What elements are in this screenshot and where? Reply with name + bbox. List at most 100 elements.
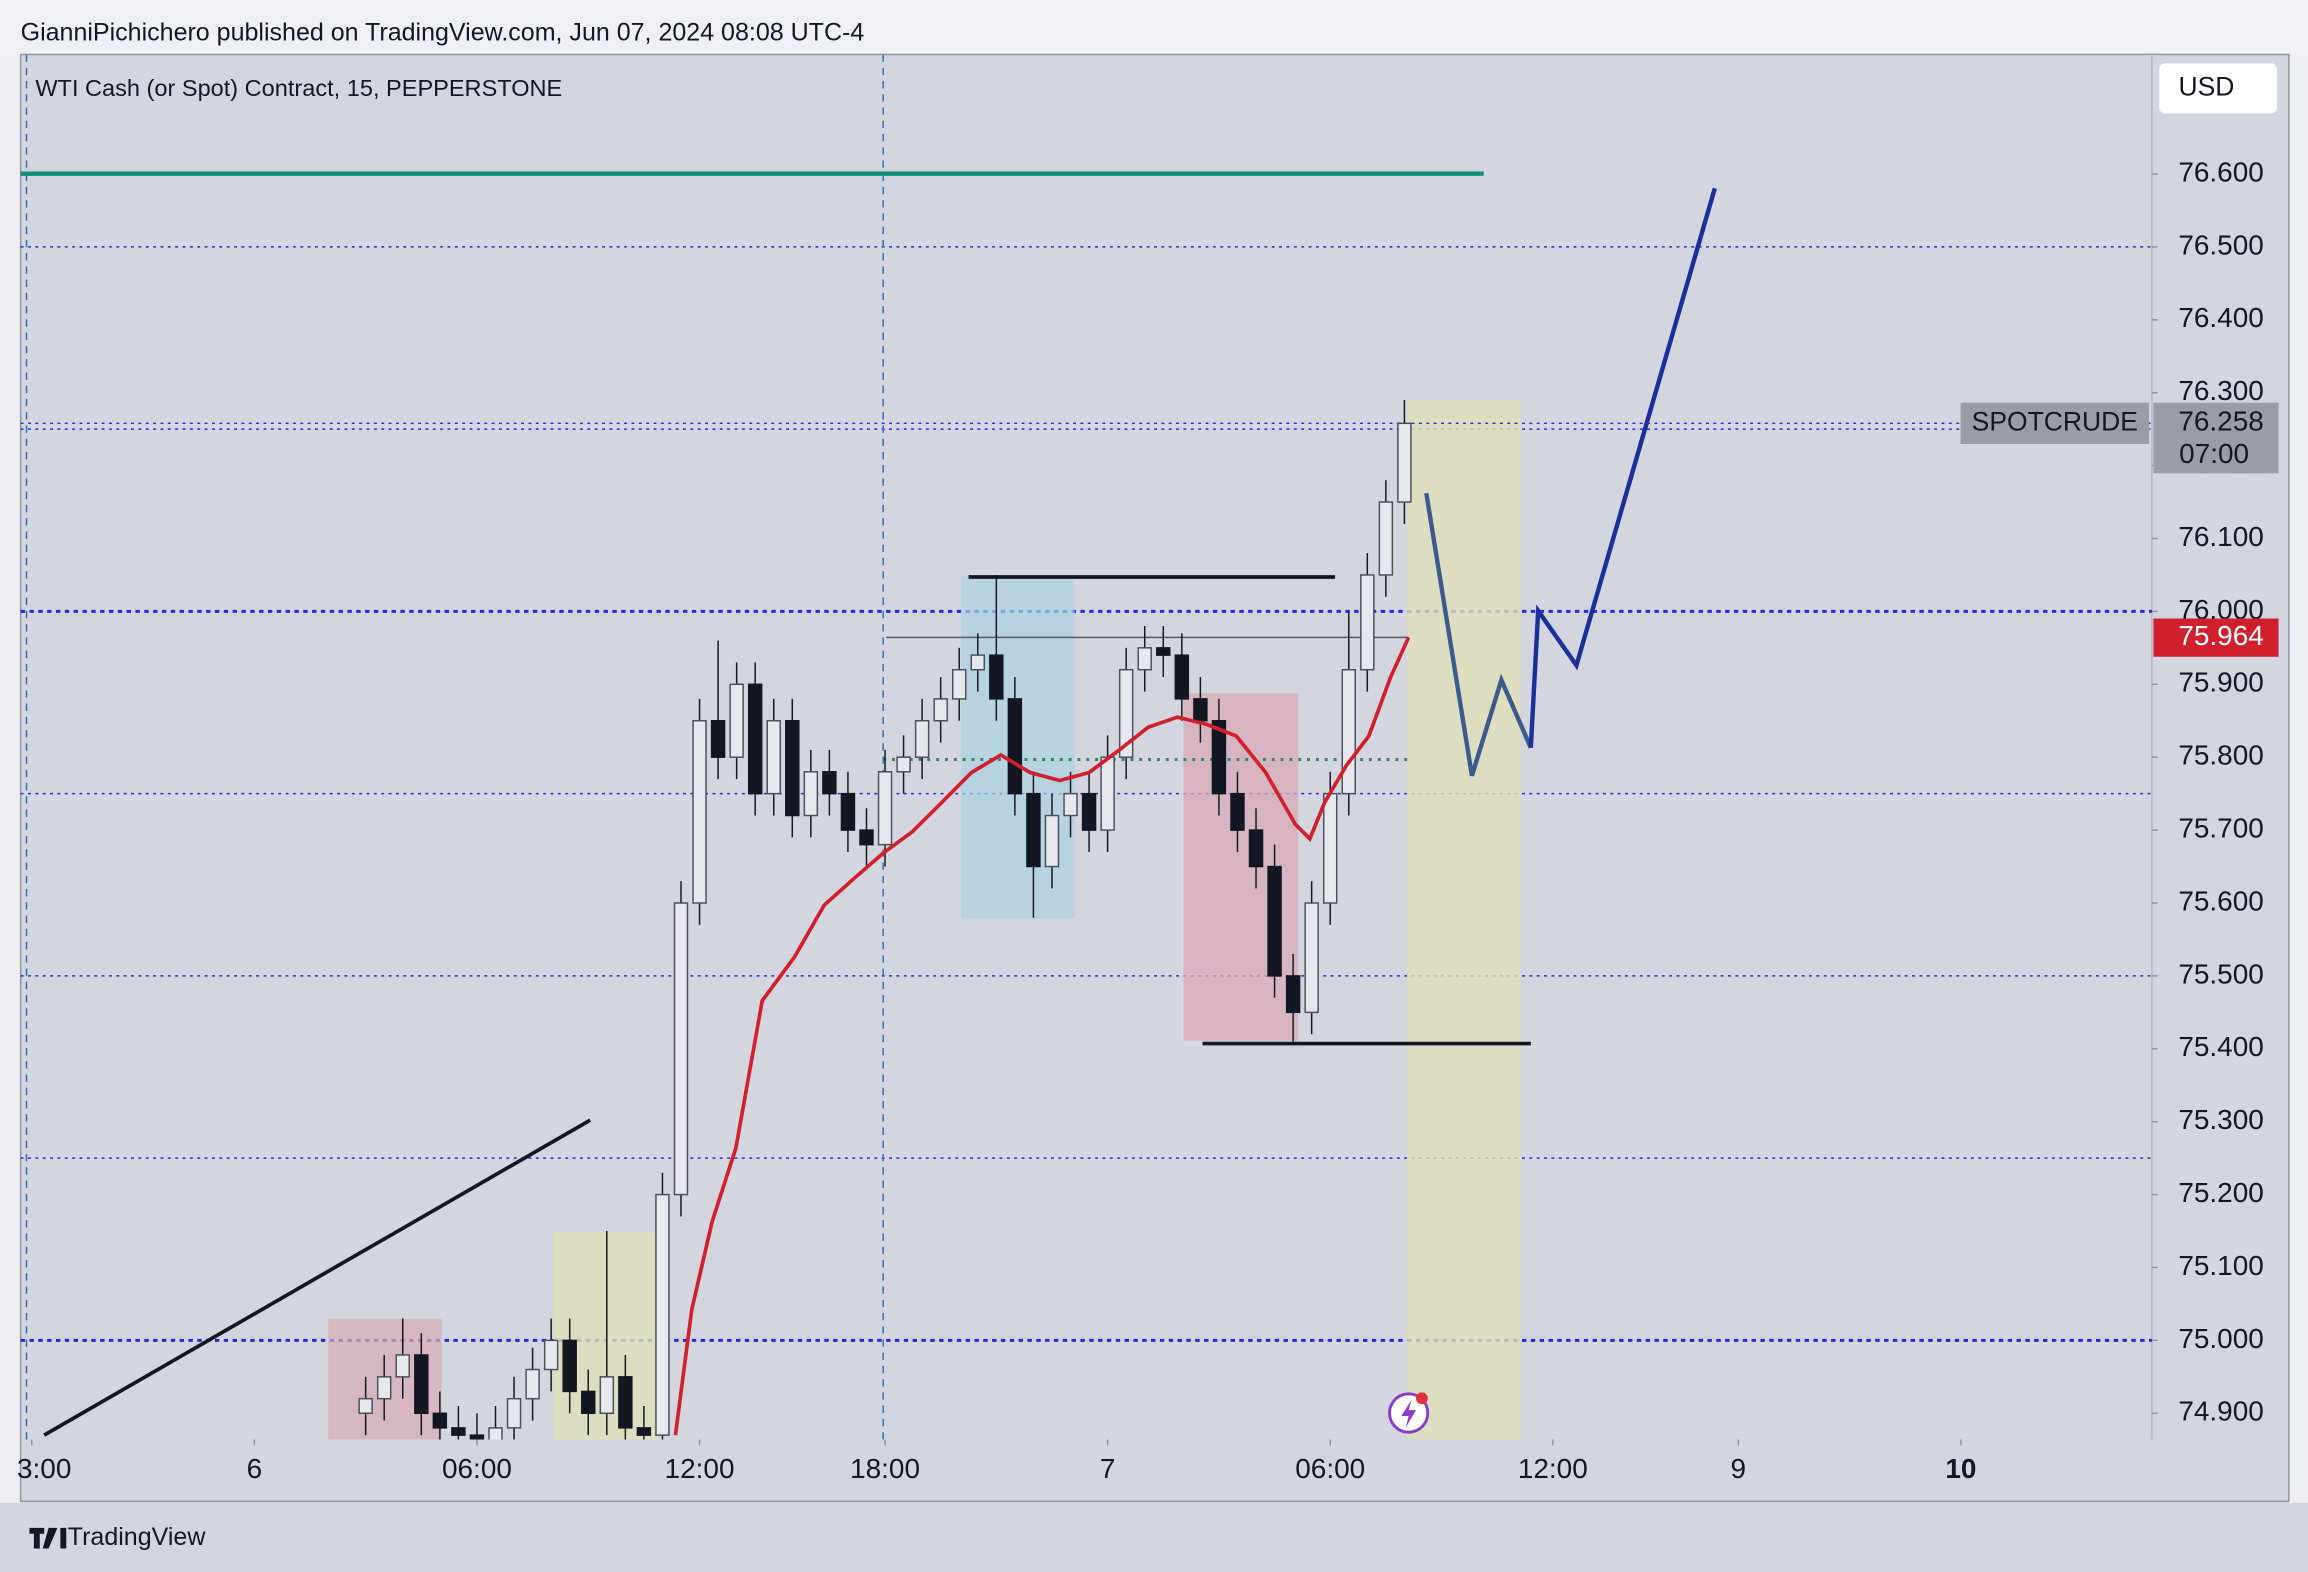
- candle-body: [525, 1368, 540, 1400]
- candle-body: [414, 1354, 429, 1415]
- currency: USD: [2178, 71, 2234, 101]
- candle-body: [581, 1390, 596, 1415]
- candle-body: [710, 720, 726, 758]
- candle-body: [729, 683, 744, 758]
- y-tick-label: 75.700: [2178, 812, 2264, 843]
- candle-body: [1378, 501, 1394, 576]
- candle-body: [933, 698, 948, 722]
- x-tick-label: 18:00: [850, 1453, 920, 1484]
- y-tick-label: 76.300: [2178, 375, 2264, 406]
- candle-body: [970, 654, 986, 671]
- candle-body: [469, 1434, 485, 1440]
- candle-body: [1267, 865, 1282, 977]
- header-text: GianniPichichero published on TradingVie…: [21, 18, 865, 46]
- projection: [1528, 187, 1717, 748]
- candle-body: [1007, 698, 1023, 795]
- y-tick-label: 74.900: [2178, 1396, 2264, 1427]
- plot-area: [20, 54, 2152, 1440]
- x-tick-label: 12:00: [665, 1453, 735, 1484]
- candle-body: [877, 771, 893, 846]
- candle-body: [952, 668, 967, 700]
- candle-body: [1285, 975, 1301, 1014]
- candle-body: [395, 1354, 410, 1378]
- candle-body: [1081, 792, 1097, 831]
- candle-body: [543, 1339, 559, 1371]
- y-tick-label: 75.100: [2178, 1250, 2264, 1281]
- x-tick-label: 12:00: [1518, 1453, 1588, 1484]
- moving-average: [673, 636, 1411, 1436]
- header-bar: [0, 0, 2308, 55]
- candle-body: [1211, 720, 1227, 795]
- candle-body: [562, 1339, 577, 1393]
- candle-body: [822, 771, 837, 795]
- y-tick-label: 75.600: [2178, 885, 2264, 916]
- brand-logo: [29, 1527, 67, 1549]
- trend-line: [43, 1118, 592, 1437]
- ma-tag: [2153, 618, 2279, 657]
- y-tick-label: 75.500: [2178, 958, 2264, 989]
- x-tick-label: 10: [1945, 1453, 1976, 1484]
- currency-box[interactable]: [2159, 63, 2278, 114]
- candle-body: [1137, 647, 1152, 671]
- countdown: 07:00: [2179, 438, 2249, 469]
- candle-body: [376, 1376, 392, 1400]
- x-tick-label: 3:00: [17, 1453, 71, 1484]
- candle-body: [766, 720, 781, 795]
- symbol-tag: [1960, 402, 2150, 444]
- y-tick-label: 76.600: [2178, 156, 2264, 187]
- candle-body: [1248, 829, 1264, 868]
- candle-body: [1230, 792, 1245, 831]
- x-tick-label: 6: [247, 1453, 263, 1484]
- candle-body: [1193, 698, 1208, 722]
- y-tick-label: 76.500: [2178, 229, 2264, 260]
- y-tick-label: 75.300: [2178, 1104, 2264, 1135]
- candle-body: [1118, 668, 1134, 758]
- brand: TradingView: [68, 1523, 207, 1551]
- candle-body: [506, 1397, 522, 1429]
- event-icon-bolt: [1401, 1399, 1416, 1428]
- y-tick-label: 75.900: [2178, 667, 2264, 698]
- price-tag: [2153, 402, 2279, 474]
- candle-body: [1063, 792, 1078, 817]
- candle-body: [1156, 647, 1171, 656]
- candle-body: [673, 902, 689, 1196]
- candle-body: [914, 720, 930, 758]
- x-tick-label: 06:00: [1295, 1453, 1365, 1484]
- candle-body: [1100, 756, 1115, 831]
- candle-body: [1174, 654, 1190, 700]
- candle-body: [803, 771, 819, 817]
- candle-body: [636, 1427, 652, 1436]
- candle-body: [859, 829, 874, 846]
- footer-bar: [0, 1502, 2308, 1572]
- candle-body: [747, 683, 763, 795]
- ma-tag-label: 75.964: [2178, 620, 2264, 651]
- candle-body: [1026, 792, 1041, 868]
- x-tick-label: 7: [1100, 1453, 1116, 1484]
- candle-body: [692, 720, 707, 904]
- candle-body: [1304, 902, 1319, 1014]
- candle-body: [896, 756, 911, 773]
- candle-body: [1322, 792, 1338, 904]
- zone-box: [1407, 400, 1521, 1440]
- candle-body: [840, 792, 856, 831]
- candle-body: [655, 1193, 670, 1436]
- candle-body: [358, 1397, 373, 1415]
- candle-body: [599, 1376, 615, 1415]
- candle-body: [1044, 814, 1060, 868]
- y-tick-label: 75.800: [2178, 740, 2264, 771]
- candle-body: [1397, 422, 1412, 503]
- candle-body: [618, 1376, 633, 1429]
- candle-body: [451, 1427, 466, 1436]
- price-tag-label: 76.258: [2178, 406, 2264, 437]
- projection: [1424, 492, 1533, 777]
- candle-body: [1341, 668, 1356, 795]
- y-tick-label: 76.400: [2178, 302, 2264, 333]
- event-dot: [1416, 1392, 1428, 1405]
- y-tick-label: 75.400: [2178, 1031, 2264, 1062]
- y-tick-label: 76.100: [2178, 521, 2264, 552]
- candle-body: [989, 654, 1004, 700]
- candle-body: [1360, 574, 1375, 671]
- x-tick-label: 9: [1731, 1453, 1747, 1484]
- candle-body: [488, 1427, 503, 1440]
